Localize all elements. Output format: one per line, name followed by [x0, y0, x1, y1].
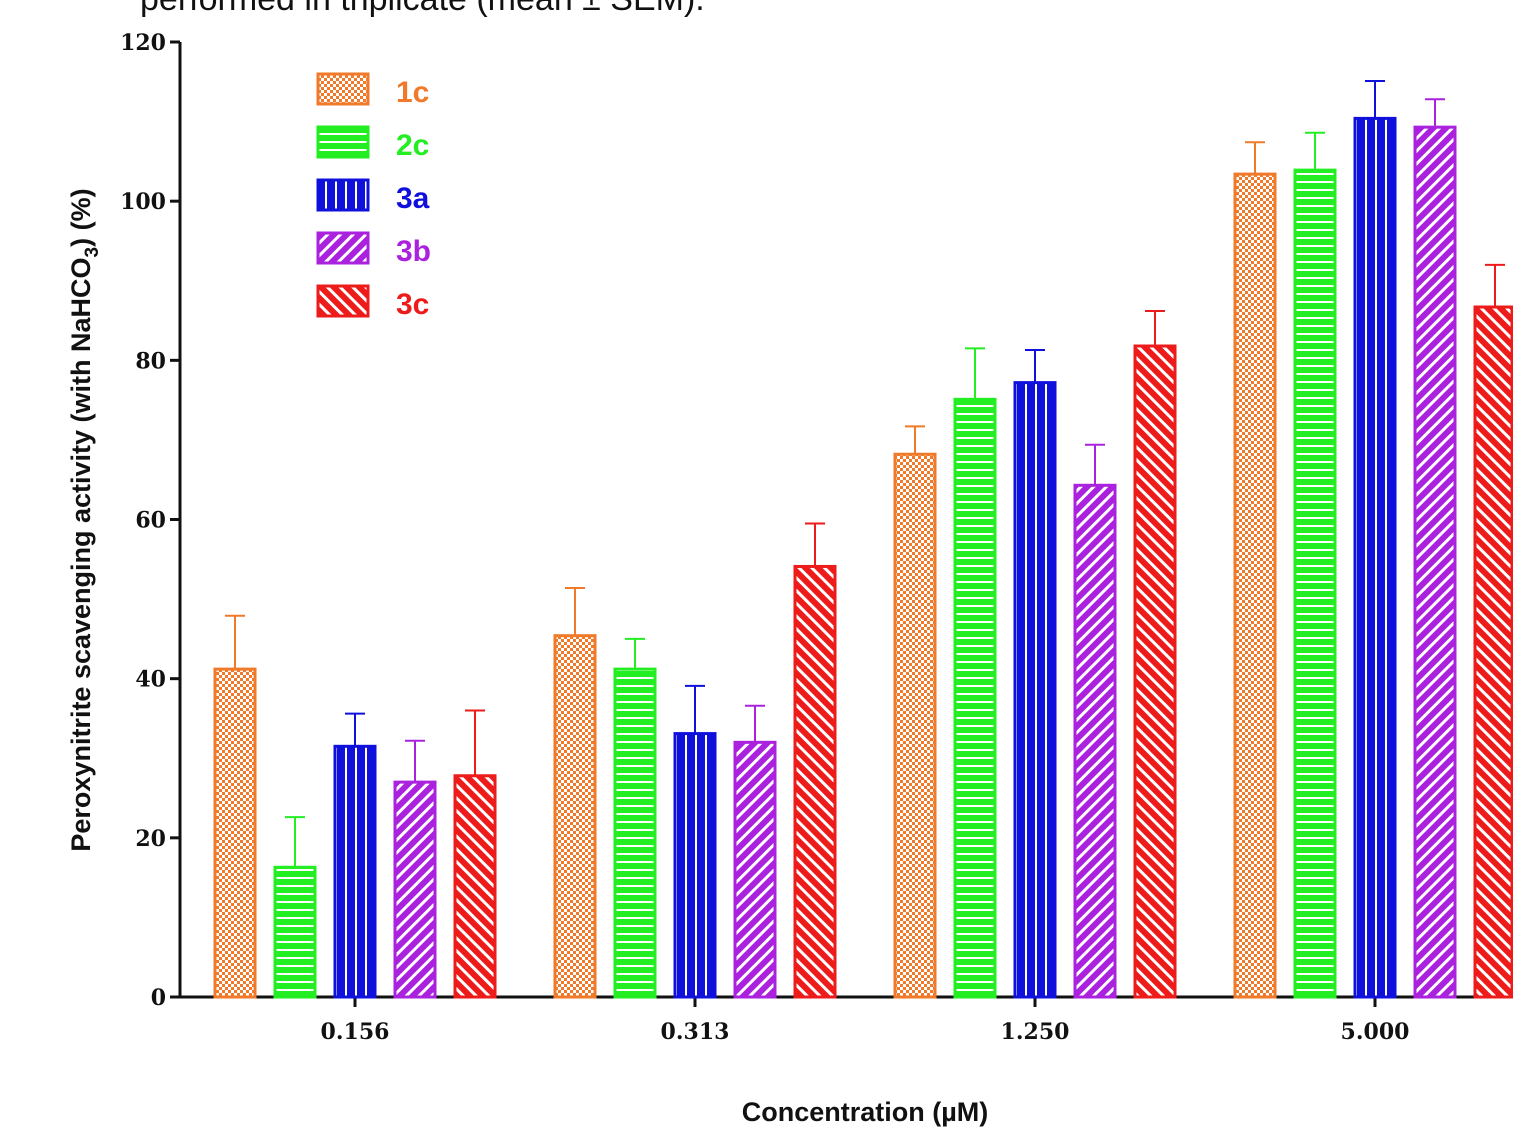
legend-swatch-3b	[316, 231, 370, 265]
bar-1c-0.313	[553, 634, 597, 999]
y-tick-label: 100	[120, 189, 166, 215]
bar-2c-1.250	[953, 397, 997, 999]
x-tick-label: 5.000	[1341, 1019, 1410, 1045]
legend: 1c 2c 3a 3b 3c	[316, 72, 431, 321]
bar-3c-0.156	[453, 774, 497, 999]
bar-3a-0.156	[333, 744, 377, 999]
x-tick-label: 0.156	[321, 1019, 390, 1045]
bar-3b-5.000	[1413, 125, 1457, 999]
y-axis: 0 20 40 60 80 100 120	[120, 30, 182, 1011]
y-tick-label: 60	[135, 508, 166, 534]
y-axis-title-subscript: 3	[82, 247, 103, 258]
bar-2c-0.156	[273, 865, 317, 999]
legend-swatch-3c	[316, 284, 370, 318]
bar-3a-1.250	[1013, 381, 1057, 999]
bar-3b-0.156	[393, 780, 437, 999]
bar-2c-0.313	[613, 667, 657, 999]
y-axis-title-suffix: ) (%)	[66, 188, 96, 246]
y-tick-label: 120	[120, 30, 166, 56]
legend-swatch-1c	[316, 72, 370, 106]
y-axis-title: Peroxynitrite scavenging activity (with …	[66, 188, 103, 851]
bar-2c-5.000	[1293, 168, 1337, 999]
bar-3a-0.313	[673, 732, 717, 999]
bar-3b-0.313	[733, 740, 777, 999]
y-tick-label: 40	[135, 667, 166, 693]
y-tick-label: 20	[135, 826, 166, 852]
bar-1c-0.156	[213, 667, 257, 999]
caption-text: performed in triplicate (mean ± SEM).	[140, 0, 705, 18]
x-axis-title: Concentration (µM)	[742, 1097, 989, 1127]
x-tick-label: 0.313	[661, 1019, 730, 1045]
legend-swatch-2c	[316, 125, 370, 159]
bar-3c-1.250	[1133, 344, 1177, 999]
x-tick-label: 1.250	[1001, 1019, 1070, 1045]
y-tick-label: 80	[135, 348, 166, 374]
bar-3c-5.000	[1473, 305, 1513, 999]
y-tick-label: 0	[151, 985, 166, 1011]
bar-3b-1.250	[1073, 483, 1117, 999]
legend-label-1c: 1c	[396, 76, 429, 109]
y-axis-title-main: Peroxynitrite scavenging activity (with …	[66, 257, 96, 851]
bar-3c-0.313	[793, 564, 837, 999]
bar-1c-1.250	[893, 452, 937, 999]
legend-label-3b: 3b	[396, 235, 431, 268]
x-axis: 0.156 0.313 1.250 5.000	[179, 995, 1513, 1045]
bars	[213, 79, 1513, 999]
bar-3a-5.000	[1353, 116, 1397, 999]
legend-label-2c: 2c	[396, 129, 429, 162]
legend-label-3c: 3c	[396, 288, 429, 321]
bar-1c-5.000	[1233, 172, 1277, 999]
legend-label-3a: 3a	[396, 182, 430, 215]
legend-swatch-3a	[316, 178, 370, 212]
